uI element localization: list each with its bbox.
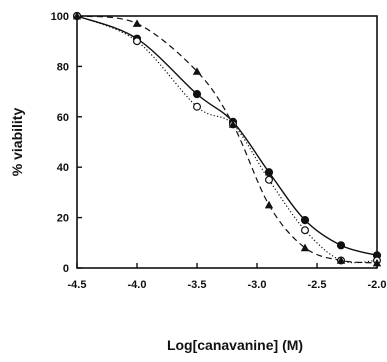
filled-triangle-marker xyxy=(72,11,82,20)
filled-triangle-marker xyxy=(192,67,202,75)
plot-frame xyxy=(76,15,378,269)
x-tick-label: -3.0 xyxy=(248,279,267,291)
filled-circle-marker xyxy=(336,241,346,250)
filled-circle-marker xyxy=(300,216,310,225)
series-0-curve xyxy=(76,15,378,257)
x-axis-title: Log[canavanine] (M) xyxy=(167,337,303,353)
x-tick-label: -2.0 xyxy=(368,279,387,291)
y-tick-label: 40 xyxy=(57,162,69,174)
y-tick-label: 80 xyxy=(57,61,69,73)
x-tick-label: -4.0 xyxy=(128,279,147,291)
open-circle-marker xyxy=(193,102,202,111)
filled-triangle-marker xyxy=(228,120,238,128)
fit-curves xyxy=(76,15,378,264)
y-tick-label: 60 xyxy=(57,112,69,124)
open-circle-marker xyxy=(133,37,142,46)
series-1-curve xyxy=(76,15,378,264)
filled-triangle-marker xyxy=(336,256,346,264)
tick-labels: 0 20 40 60 80 100 -4.5 -4.0 -3.5 -3.0 -2.5 -2.0 xyxy=(51,11,387,291)
open-circle-marker xyxy=(265,175,274,184)
filled-triangle-marker xyxy=(300,243,310,252)
filled-circle-marker xyxy=(264,168,274,177)
y-tick-label: 20 xyxy=(57,213,69,225)
data-points xyxy=(72,11,382,267)
series-2-curve xyxy=(76,15,378,264)
filled-circle-marker xyxy=(192,90,202,99)
x-tick-label: -4.5 xyxy=(68,279,87,291)
y-tick-label: 0 xyxy=(63,263,69,275)
x-tick-label: -3.5 xyxy=(188,279,207,291)
filled-triangle-marker xyxy=(132,19,142,27)
filled-triangle-marker xyxy=(264,200,274,209)
filled-triangle-marker xyxy=(372,258,382,267)
y-axis-title: % viability xyxy=(9,108,25,177)
open-circle-marker xyxy=(301,226,310,235)
y-tick-label: 100 xyxy=(51,11,69,23)
axes xyxy=(76,15,378,269)
x-tick-label: -2.5 xyxy=(308,279,327,291)
